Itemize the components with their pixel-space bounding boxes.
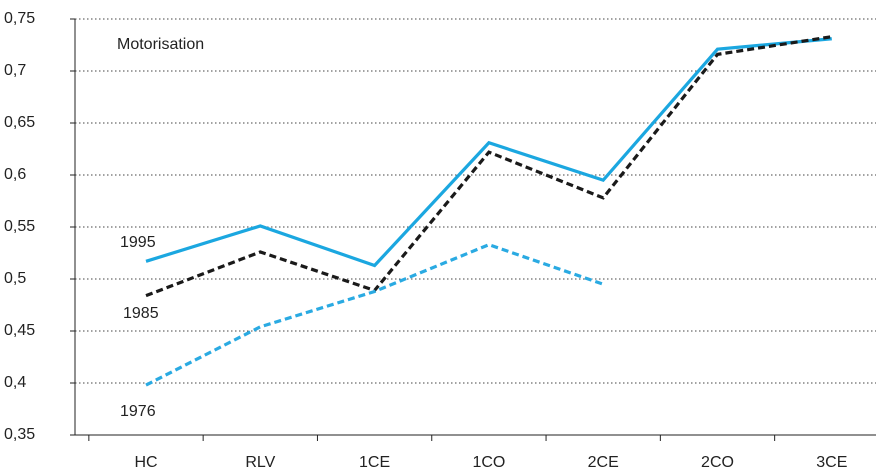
- series-line: [145, 35, 833, 298]
- x-tick-label: 1CE: [359, 454, 390, 471]
- y-tick-label: 0,55: [4, 218, 35, 235]
- series-label: 1976: [120, 403, 156, 420]
- y-tick-label: 0,35: [4, 426, 35, 443]
- y-tick-label: 0,65: [4, 114, 35, 131]
- y-tick-label: 0,4: [4, 374, 26, 391]
- y-tick-label: 0,5: [4, 270, 26, 287]
- y-tick-label: 0,6: [4, 166, 26, 183]
- x-tick-label: 2CO: [701, 454, 734, 471]
- series-line: [145, 37, 832, 268]
- y-tick-label: 0,75: [4, 10, 35, 27]
- series-label: 1995: [120, 234, 156, 251]
- annotation: Motorisation: [117, 36, 204, 53]
- y-tick-label: 0,45: [4, 322, 35, 339]
- x-tick-label: 2CE: [588, 454, 619, 471]
- x-tick-label: 3CE: [816, 454, 847, 471]
- x-tick-label: HC: [134, 454, 157, 471]
- series-label: 1985: [123, 305, 159, 322]
- x-tick-label: RLV: [245, 454, 275, 471]
- y-tick-label: 0,7: [4, 62, 26, 79]
- series-line: [145, 242, 604, 387]
- x-tick-label: 1CO: [472, 454, 505, 471]
